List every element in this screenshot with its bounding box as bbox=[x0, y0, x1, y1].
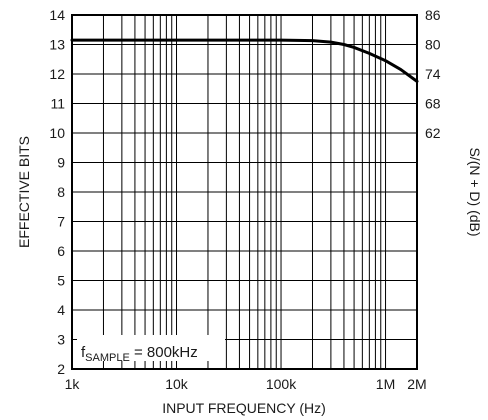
y-tick-label: 8 bbox=[57, 184, 65, 200]
x-tick-label: 10k bbox=[165, 376, 189, 392]
annotation: fSAMPLE = 800kHz bbox=[77, 335, 225, 364]
y-tick-label: 13 bbox=[49, 37, 65, 53]
y-tick-label: 5 bbox=[57, 273, 65, 289]
y-tick-label: 4 bbox=[57, 302, 65, 318]
annotation-suffix: = 800kHz bbox=[130, 344, 198, 361]
plot-frame bbox=[71, 14, 418, 370]
annotation-text: fSAMPLE = 800kHz bbox=[81, 344, 198, 364]
y-right-tick-label: 86 bbox=[425, 7, 441, 23]
y-right-tick-label: 62 bbox=[425, 125, 441, 141]
series bbox=[70, 38, 419, 83]
y-tick-label: 11 bbox=[50, 96, 65, 112]
y-tick-label: 12 bbox=[49, 66, 65, 82]
x-tick-label: 1M bbox=[376, 376, 395, 392]
x-tick-label: 100k bbox=[266, 376, 297, 392]
y-tick-label: 9 bbox=[57, 155, 65, 171]
y-tick-label: 14 bbox=[49, 7, 65, 23]
annotation-background bbox=[77, 335, 225, 361]
y-tick-label: 3 bbox=[57, 332, 65, 348]
y-right-tick-label: 74 bbox=[425, 66, 441, 82]
x-tick-label: 1k bbox=[65, 376, 81, 392]
y-tick-label: 2 bbox=[57, 361, 65, 377]
annotation-prefix: f bbox=[81, 344, 86, 361]
y-right-tick-label: 68 bbox=[425, 95, 441, 111]
y-tick-label: 6 bbox=[57, 243, 65, 259]
y-tick-label: 10 bbox=[49, 125, 65, 141]
x-tick-label: 2M bbox=[407, 376, 426, 392]
tick-labels: 2 3 4 5 6 7 8 9 10 11 12 13 14 86 80 74 68 62 1k 10k 100k 1M 2… bbox=[49, 7, 440, 392]
grid bbox=[72, 15, 417, 369]
series-line bbox=[70, 38, 419, 83]
x-axis-title: INPUT FREQUENCY (Hz) bbox=[162, 400, 326, 416]
y-axis-title-right: S/(N + D) (dB) bbox=[467, 147, 483, 236]
y-axis-title-left: EFFECTIVE BITS bbox=[16, 136, 32, 248]
y-right-tick-label: 80 bbox=[425, 37, 441, 53]
annotation-subscript: SAMPLE bbox=[85, 352, 130, 364]
y-tick-label: 7 bbox=[57, 214, 65, 230]
